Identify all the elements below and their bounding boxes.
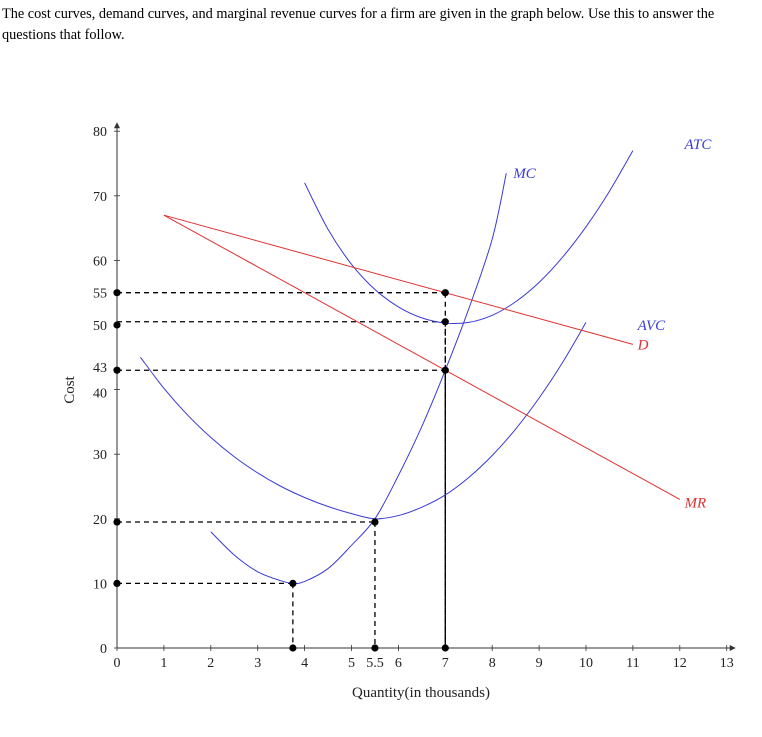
y-tick-label: 43	[93, 361, 107, 376]
y-axis-dot	[113, 321, 121, 329]
curve-avc	[140, 322, 587, 520]
y-axis-dot	[113, 289, 121, 297]
guide-lines	[117, 292, 446, 648]
y-tick-label: 40	[93, 387, 107, 402]
x-axis-dot	[289, 644, 297, 652]
y-tick-label: 10	[93, 577, 107, 592]
x-tick-label: 2	[207, 656, 214, 671]
y-tick-label: 50	[93, 319, 107, 334]
x-tick-label: 12	[673, 656, 687, 671]
x-tick-label: 10	[579, 656, 593, 671]
y-tick-label: 20	[93, 513, 107, 528]
curve-mc	[210, 173, 507, 584]
y-axis-arrow	[114, 122, 120, 129]
x-tick-label: 13	[720, 656, 734, 671]
y-axis-dot	[113, 579, 121, 588]
curves	[140, 150, 681, 584]
x-tick-label: 4	[301, 656, 308, 671]
intersection-dot	[441, 318, 449, 326]
x-tick-label: 1	[160, 656, 167, 671]
intersection-dot	[441, 289, 449, 297]
curve-d	[163, 214, 634, 345]
curve-labels: MC ATC AVC D MR	[512, 137, 712, 512]
x-axis-dot	[371, 644, 379, 652]
marker-dots	[113, 289, 449, 652]
y-tick-label: 55	[93, 287, 107, 302]
y-tick-label: 0	[100, 642, 107, 657]
x-tick-label: 5	[348, 656, 355, 671]
y-axis-label: Cost	[62, 375, 78, 403]
curve-label-mr: MR	[683, 496, 706, 512]
y-tick-label: 80	[93, 125, 107, 140]
curve-label-atc: ATC	[683, 137, 712, 153]
curve-label-avc: AVC	[637, 318, 667, 334]
y-tick-label: 30	[93, 448, 107, 463]
x-tick-label: 3	[254, 656, 261, 671]
y-tick-label: 60	[93, 254, 107, 269]
intro-text: The cost curves, demand curves, and marg…	[2, 6, 715, 43]
curve-atc	[304, 150, 634, 325]
curve-label-mc: MC	[512, 166, 536, 182]
y-axis-dot	[113, 518, 121, 526]
curve-label-d: D	[637, 337, 649, 353]
x-tick-label: 9	[536, 656, 543, 671]
x-tick-label: 6	[395, 656, 402, 671]
intersection-dot	[289, 579, 297, 588]
x-tick-label: 7	[442, 656, 449, 671]
x-tick-label: 11	[626, 656, 639, 671]
axes: 0 1 2 3 4 5 5.5 6 7 8 9 10 11 12 130102030404350556070…	[93, 122, 736, 671]
intersection-dot	[441, 366, 449, 374]
x-tick-label: 0	[114, 656, 121, 671]
intersection-dot	[371, 518, 379, 526]
x-tick-label: 5.5	[366, 656, 384, 671]
y-tick-label: 70	[93, 190, 107, 205]
x-tick-label: 8	[489, 656, 496, 671]
y-axis-dot	[113, 366, 121, 374]
x-axis-arrow	[729, 645, 736, 651]
x-axis-label: Quantity(in thousands)	[352, 685, 490, 701]
curve-mr	[163, 214, 681, 500]
x-axis-dot	[441, 644, 449, 652]
